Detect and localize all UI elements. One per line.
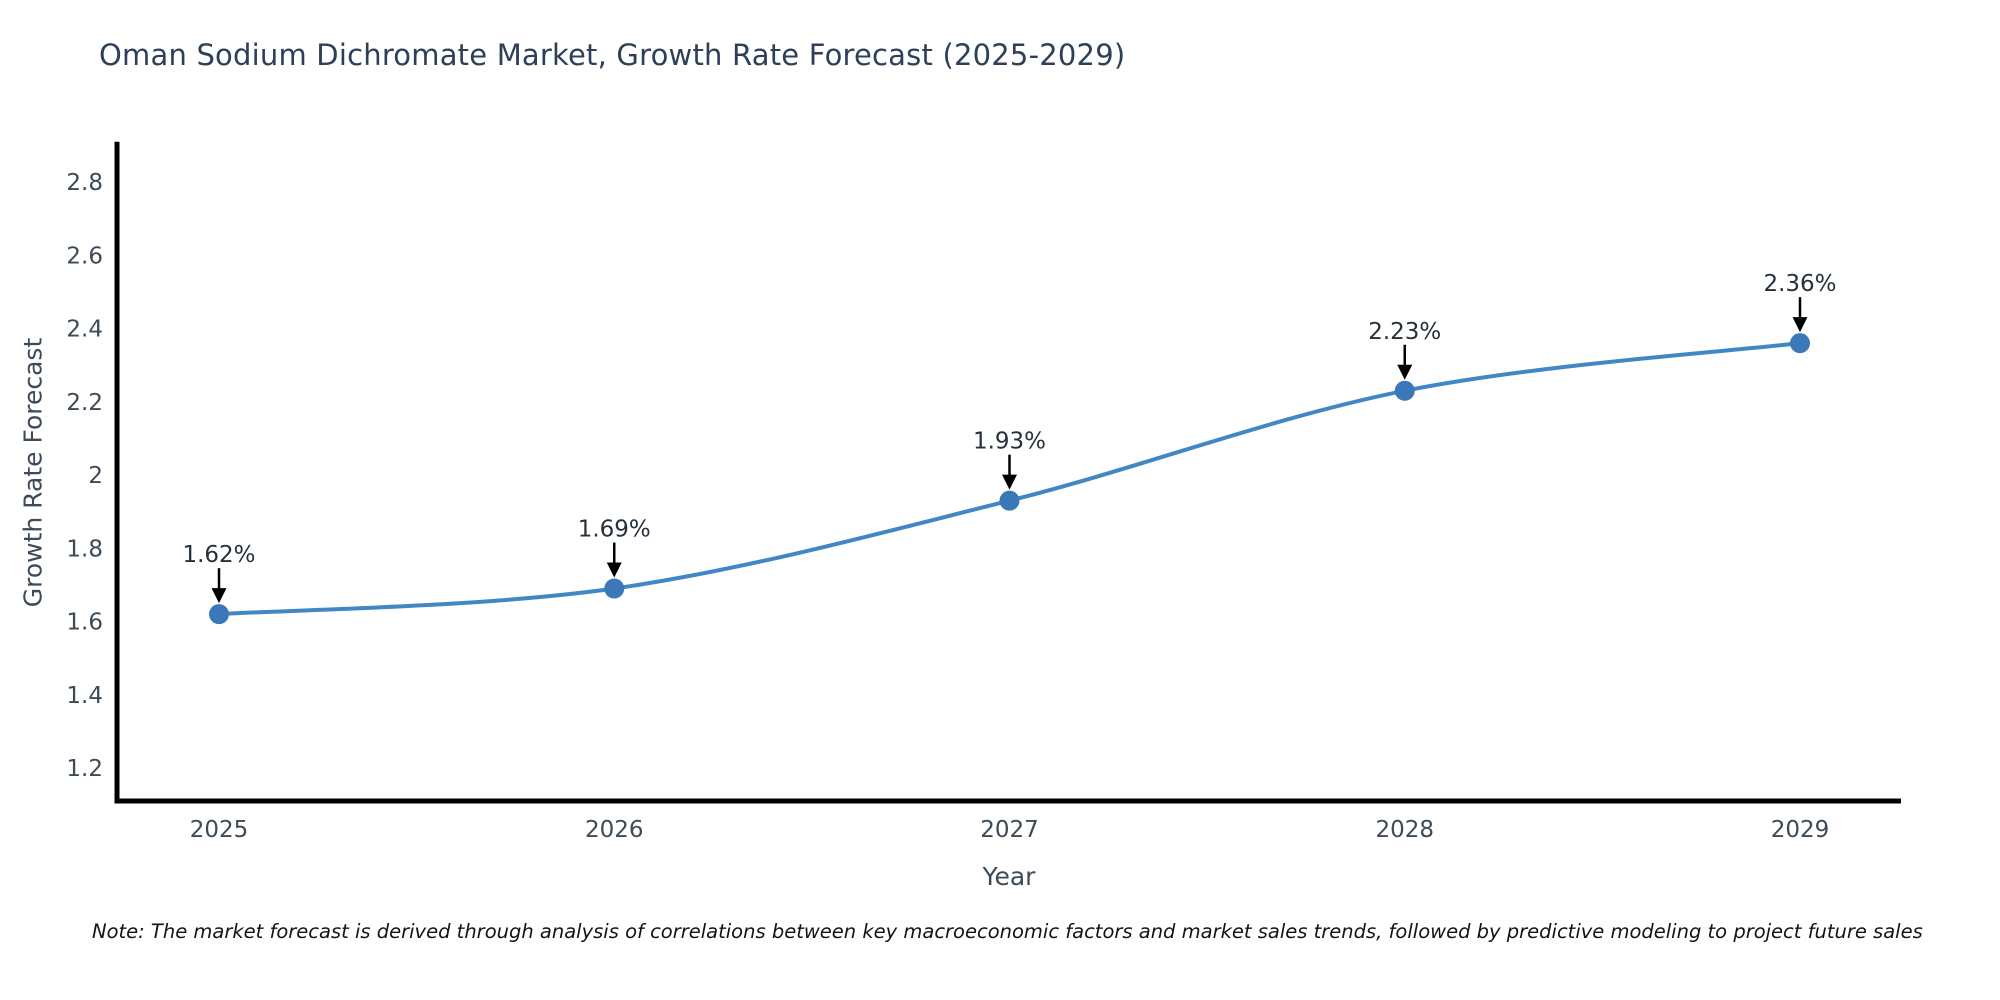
x-axis-title: Year xyxy=(982,862,1036,891)
y-tick-label: 1.6 xyxy=(66,610,103,636)
annotation-arrowhead xyxy=(211,588,227,604)
data-point-2026[interactable] xyxy=(604,578,625,599)
annotation-arrowhead xyxy=(606,562,622,578)
x-tick-label: 2025 xyxy=(190,817,249,843)
y-tick-label: 2.2 xyxy=(66,390,103,416)
annotation-label: 2.23% xyxy=(1368,319,1441,345)
x-tick-label: 2026 xyxy=(585,817,644,843)
annotation-arrowhead xyxy=(1397,364,1413,380)
x-tick-label: 2028 xyxy=(1375,817,1434,843)
y-tick-label: 1.8 xyxy=(66,536,103,562)
y-tick-label: 2.6 xyxy=(66,243,103,269)
annotation-arrowhead xyxy=(1002,474,1017,490)
annotation-label: 2.36% xyxy=(1763,271,1836,297)
data-point-2029[interactable] xyxy=(1790,333,1810,354)
y-tick-label: 2 xyxy=(88,463,103,489)
y-tick-label: 2.4 xyxy=(66,317,103,343)
annotation-label: 1.93% xyxy=(973,429,1046,455)
annotation-label: 1.69% xyxy=(578,517,651,543)
annotation-label: 1.62% xyxy=(182,542,255,568)
y-tick-label: 2.8 xyxy=(66,170,103,196)
data-point-2025[interactable] xyxy=(209,604,229,625)
footnote: Note: The market forecast is derived thr… xyxy=(92,920,1923,943)
data-point-2028[interactable] xyxy=(1394,380,1415,401)
y-tick-label: 1.2 xyxy=(66,756,103,782)
annotation-arrowhead xyxy=(1792,317,1808,333)
x-tick-label: 2027 xyxy=(980,817,1039,843)
x-tick-label: 2029 xyxy=(1771,817,1830,843)
y-tick-label: 1.4 xyxy=(66,683,103,709)
chart-title: Oman Sodium Dichromate Market, Growth Ra… xyxy=(99,38,1126,72)
data-point-2027[interactable] xyxy=(999,490,1020,511)
